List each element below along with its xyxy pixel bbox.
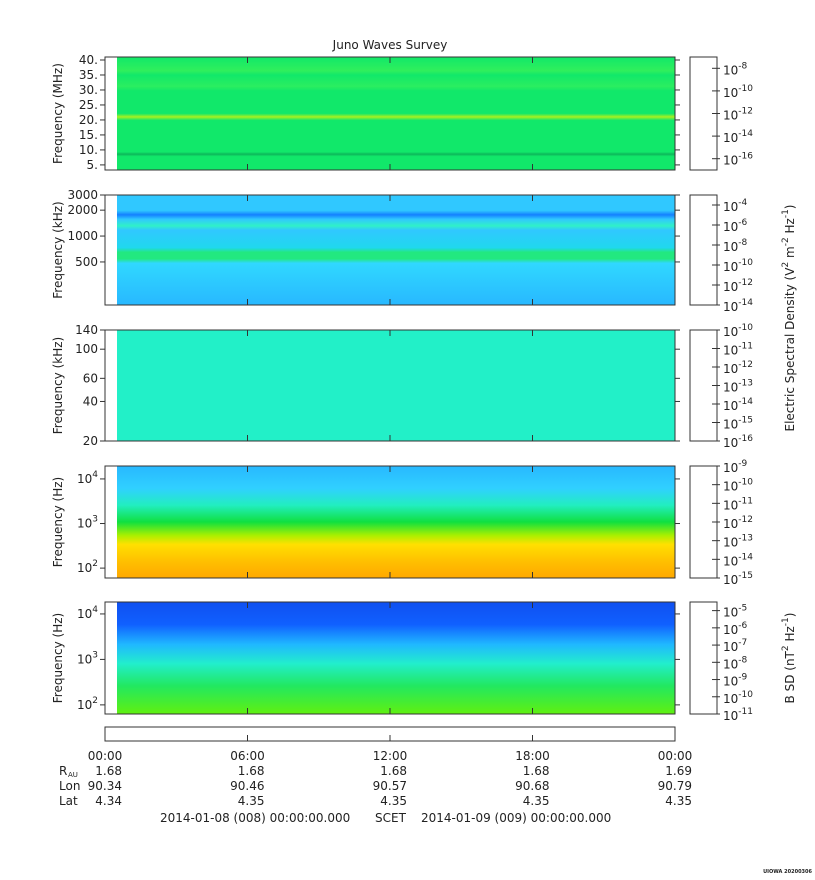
ephemeris-value: 1.68: [95, 764, 122, 778]
colorbar-tick-label: 10-10: [723, 477, 753, 493]
colorbar-tick-label: 10-15: [723, 571, 753, 587]
ephemeris-value: 1.69: [665, 764, 692, 778]
colorbar-tick-label: 10-14: [723, 129, 753, 145]
footer-frame: SCET: [375, 811, 407, 825]
colorbar-tick-label: 10-10: [723, 689, 753, 705]
colorbar-tick-label: 10-14: [723, 552, 753, 568]
colorbar-tick-label: 10-4: [723, 198, 748, 214]
footer-end: 2014-01-09 (009) 00:00:00.000: [421, 811, 611, 825]
y-tick-label: 1000: [67, 229, 98, 243]
colorbar: [689, 601, 718, 715]
colorbar-tick-label: 10-11: [723, 707, 753, 723]
y-axis-label: Frequency (Hz): [51, 477, 65, 568]
colorbar-tick-label: 10-11: [723, 341, 753, 357]
ephemeris-value: 90.34: [88, 779, 122, 793]
colorbar-tick-label: 10-6: [723, 620, 748, 636]
colorbar-tick-label: 10-5: [723, 603, 747, 619]
colorbar-tick-label: 10-11: [723, 496, 753, 512]
ephemeris-value: 1.68: [523, 764, 550, 778]
spectrogram: [117, 57, 675, 170]
colorbar-tick-label: 10-6: [723, 218, 748, 234]
colorbar-tick-label: 10-12: [723, 278, 753, 294]
ephemeris-value: 90.46: [230, 779, 264, 793]
colorbar-tick-label: 10-10: [723, 258, 753, 274]
y-tick-label: 500: [75, 254, 98, 268]
y-tick-label: 5.: [87, 157, 98, 171]
colorbar-tick-label: 10-9: [723, 672, 748, 688]
colorbar-tick-label: 10-14: [723, 397, 753, 413]
y-tick-label: 104: [77, 604, 98, 620]
y-tick-label: 60: [83, 371, 98, 385]
spectrogram: [117, 466, 675, 578]
y-tick-label: 103: [77, 514, 98, 530]
y-axis-label: Frequency (kHz): [51, 337, 65, 434]
ephemeris-value: 90.68: [515, 779, 549, 793]
ephemeris-value: 4.35: [523, 794, 550, 808]
y-tick-label: 40.: [79, 52, 98, 66]
colorbar-tick-label: 10-16: [723, 434, 753, 450]
y-tick-label: 40: [83, 394, 98, 408]
ephemeris-value: 4.35: [665, 794, 692, 808]
y-tick-label: 20.: [79, 112, 98, 126]
ephemeris-value: 4.35: [238, 794, 265, 808]
y-tick-label: 140: [75, 323, 98, 337]
spectrogram: [117, 330, 675, 441]
colorbar-tick-label: 10-10: [723, 323, 753, 339]
ephemeris-value: 1.68: [238, 764, 265, 778]
colorbar-tick-label: 10-15: [723, 415, 753, 431]
x-tick-label: 00:00: [658, 749, 693, 763]
y-tick-label: 102: [77, 559, 98, 575]
y-axis-label: Frequency (kHz): [51, 201, 65, 298]
colorbar-label: Electric Spectral Density (V2 m-2 Hz-1): [781, 204, 797, 431]
x-tick-label: 18:00: [515, 749, 550, 763]
ephemeris-value: 1.68: [380, 764, 407, 778]
y-tick-label: 15.: [79, 127, 98, 141]
colorbar-tick-label: 10-10: [723, 83, 753, 99]
ephemeris-value: 90.79: [658, 779, 692, 793]
ephemeris-subscript: AU: [68, 771, 78, 779]
colorbar-tick-label: 10-16: [723, 151, 753, 167]
y-tick-label: 10.: [79, 142, 98, 156]
y-tick-label: 102: [77, 695, 98, 711]
y-tick-label: 104: [77, 469, 98, 485]
colorbar-tick-label: 10-8: [723, 61, 748, 77]
spectrogram: [117, 602, 675, 714]
chart-title: Juno Waves Survey: [332, 38, 448, 52]
x-tick-label: 00:00: [88, 749, 123, 763]
x-tick-label: 12:00: [373, 749, 408, 763]
colorbar-tick-label: 10-12: [723, 515, 753, 531]
y-tick-label: 2000: [67, 203, 98, 217]
y-axis-label: Frequency (Hz): [51, 613, 65, 704]
y-tick-label: 103: [77, 650, 98, 666]
ephemeris-label: Lat: [59, 794, 78, 808]
colorbar: [689, 194, 718, 306]
y-tick-label: 20: [83, 434, 98, 448]
colorbar-tick-label: 10-14: [723, 298, 753, 314]
y-axis-label: Frequency (MHz): [51, 63, 65, 164]
colorbar-tick-label: 10-12: [723, 106, 753, 122]
ephemeris-value: 4.35: [380, 794, 407, 808]
colorbar-tick-label: 10-7: [723, 638, 747, 654]
x-tick-label: 06:00: [230, 749, 265, 763]
colorbar-tick-label: 10-8: [723, 238, 748, 254]
colorbar-tick-label: 10-12: [723, 360, 753, 376]
watermark: UIOWA 20200306: [763, 869, 812, 875]
ephemeris-value: 4.34: [95, 794, 122, 808]
colorbar-tick-label: 10-9: [723, 459, 748, 475]
y-tick-label: 3000: [67, 188, 98, 202]
colorbar-tick-label: 10-13: [723, 378, 753, 394]
y-tick-label: 30.: [79, 82, 98, 96]
colorbar-tick-label: 10-13: [723, 533, 753, 549]
ephemeris-value: 90.57: [373, 779, 407, 793]
colorbar-label: B SD (nT2 Hz-1): [781, 613, 797, 704]
y-tick-label: 25.: [79, 97, 98, 111]
colorbar-tick-label: 10-8: [723, 655, 748, 671]
ephemeris-label: Lon: [59, 779, 80, 793]
ephemeris-label: R: [59, 764, 67, 778]
y-tick-label: 100: [75, 342, 98, 356]
y-tick-label: 35.: [79, 67, 98, 81]
spectrogram: [117, 195, 675, 305]
footer-start: 2014-01-08 (008) 00:00:00.000: [160, 811, 350, 825]
